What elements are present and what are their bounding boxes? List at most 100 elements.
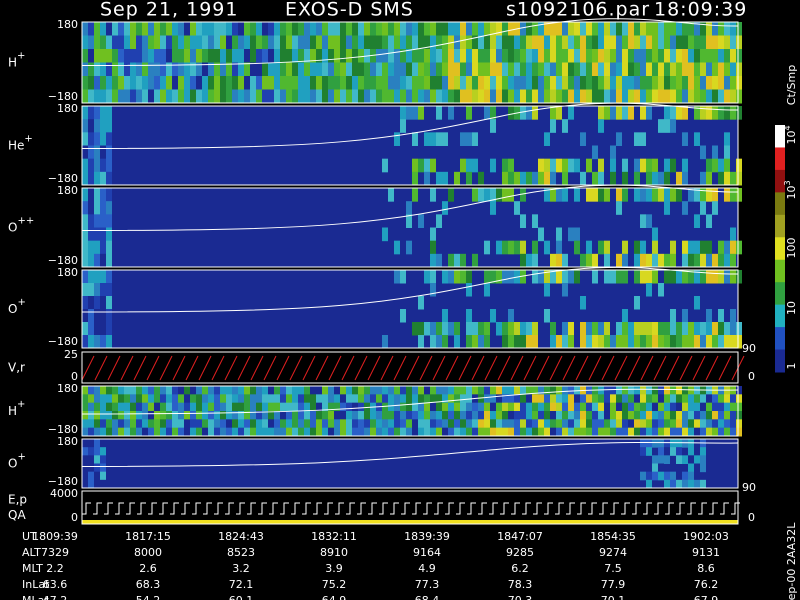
spectrogram-cell: [544, 49, 550, 63]
spectrogram-cell: [604, 22, 610, 36]
spectrogram-cell: [556, 188, 562, 202]
spectrogram-cell: [676, 270, 682, 284]
panel-label-base: He: [8, 138, 24, 152]
spectrogram-cell: [130, 402, 136, 412]
spectrogram-cell: [622, 322, 628, 336]
y-tick-label: 180: [57, 266, 78, 279]
spectrogram-cell: [598, 49, 604, 63]
spectrogram-cell: [664, 35, 670, 50]
spectrogram-cell: [562, 427, 568, 437]
spectrogram-cell: [460, 386, 466, 395]
spectrogram-cell: [484, 283, 490, 297]
spectrogram-cell: [196, 419, 202, 429]
panel-frame: [81, 105, 739, 186]
spectrogram-cell: [220, 76, 226, 90]
spectrogram-cell: [448, 22, 454, 36]
spectrogram-cell: [640, 439, 646, 448]
spectrogram-cell: [706, 240, 712, 255]
spectrogram-cell: [502, 386, 508, 395]
spectrogram-cell: [736, 171, 742, 186]
spectrogram-cell: [490, 35, 496, 50]
spectrogram-cell: [100, 471, 106, 481]
spectrogram-cell: [94, 427, 100, 437]
spectrogram-cell: [466, 309, 472, 323]
spectrogram-cell: [88, 447, 94, 456]
spectrogram-cell: [94, 283, 100, 297]
spectrogram-cell: [94, 253, 100, 268]
spectrogram-cell: [100, 411, 106, 420]
spectrogram-cell: [682, 171, 688, 186]
spectrogram-cell: [244, 394, 250, 404]
spectrogram-cell: [562, 62, 568, 77]
spectrogram-cell: [682, 427, 688, 437]
spectrogram-cell: [610, 89, 616, 104]
spectrogram-cell: [718, 270, 724, 284]
spectrogram-cell: [430, 89, 436, 104]
spectrogram-cell: [562, 89, 568, 104]
spectrogram-cell: [112, 419, 118, 429]
spectrogram-cell: [496, 402, 502, 412]
spectrogram-cell: [736, 419, 742, 429]
spectrogram-cell: [598, 158, 604, 173]
spectrogram-cell: [142, 427, 148, 437]
spectrogram-cell: [688, 89, 694, 104]
spectrogram-cell: [292, 411, 298, 420]
spectrogram-cell: [238, 402, 244, 412]
spectrogram-cell: [292, 76, 298, 90]
spectrogram-cell: [550, 270, 556, 284]
spectrogram-cell: [304, 394, 310, 404]
spectrogram-cell: [118, 22, 124, 36]
spectrogram-cell: [280, 49, 286, 63]
spectrogram-cell: [502, 22, 508, 36]
spectrogram-cell: [532, 270, 538, 284]
spectrogram-cell: [316, 411, 322, 420]
spectrogram-cell: [568, 76, 574, 90]
spectrogram-cell: [370, 419, 376, 429]
spectrogram-cell: [160, 49, 166, 63]
spectrogram-cell: [106, 35, 112, 50]
spectrogram-cell: [364, 394, 370, 404]
spectrogram-cell: [256, 427, 262, 437]
spectrogram-cell: [694, 296, 700, 310]
spectrogram-cell: [418, 106, 424, 120]
spectrogram-cell: [700, 49, 706, 63]
spectrogram-cell: [568, 335, 574, 349]
spectrogram-cell: [628, 89, 634, 104]
spectrogram-cell: [262, 411, 268, 420]
spectrogram-cell: [712, 411, 718, 420]
spectrogram-cell: [130, 22, 136, 36]
spectrogram-cell: [220, 427, 226, 437]
spectrogram-cell: [502, 335, 508, 349]
spectrogram-cell: [232, 411, 238, 420]
spectrogram-cell: [190, 411, 196, 420]
spectrogram-cell: [568, 158, 574, 173]
spectrogram-cell: [208, 386, 214, 395]
spectrogram-cell: [694, 386, 700, 395]
spectrogram-cell: [466, 106, 472, 120]
spectrogram-cell: [646, 35, 652, 50]
spectrogram-cell: [88, 188, 94, 202]
spectrogram-cell: [340, 22, 346, 36]
spectrogram-cell: [250, 76, 256, 90]
spectrogram-cell: [82, 253, 88, 268]
spectrogram-cell: [466, 283, 472, 297]
spectrogram-cell: [88, 253, 94, 268]
spectrogram-cell: [298, 402, 304, 412]
spectrogram-cell: [664, 394, 670, 404]
color-bar-unit: Ct/Smp: [785, 65, 798, 105]
spectrogram-cell: [520, 22, 526, 36]
spectrogram-cell: [568, 49, 574, 63]
spectrogram-cell: [106, 22, 112, 36]
spectrogram-cell: [508, 35, 514, 50]
spectrogram-cell: [370, 386, 376, 395]
spectrogram-cell: [688, 463, 694, 473]
spectrogram-cell: [100, 201, 106, 215]
spectrogram-cell: [412, 62, 418, 77]
spectrogram-cell: [634, 22, 640, 36]
spectrogram-cell: [226, 49, 232, 63]
spectrogram-cell: [352, 411, 358, 420]
spectrogram-cell: [718, 419, 724, 429]
spectrogram-cell: [328, 35, 334, 50]
spectrogram-cell: [634, 188, 640, 202]
spectrogram-cell: [280, 419, 286, 429]
